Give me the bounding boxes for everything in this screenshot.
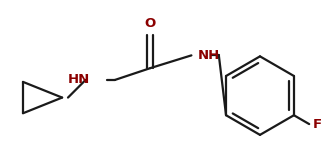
- Text: F: F: [313, 118, 322, 130]
- Text: O: O: [145, 17, 156, 30]
- Text: HN: HN: [67, 73, 90, 86]
- Text: NH: NH: [197, 49, 220, 62]
